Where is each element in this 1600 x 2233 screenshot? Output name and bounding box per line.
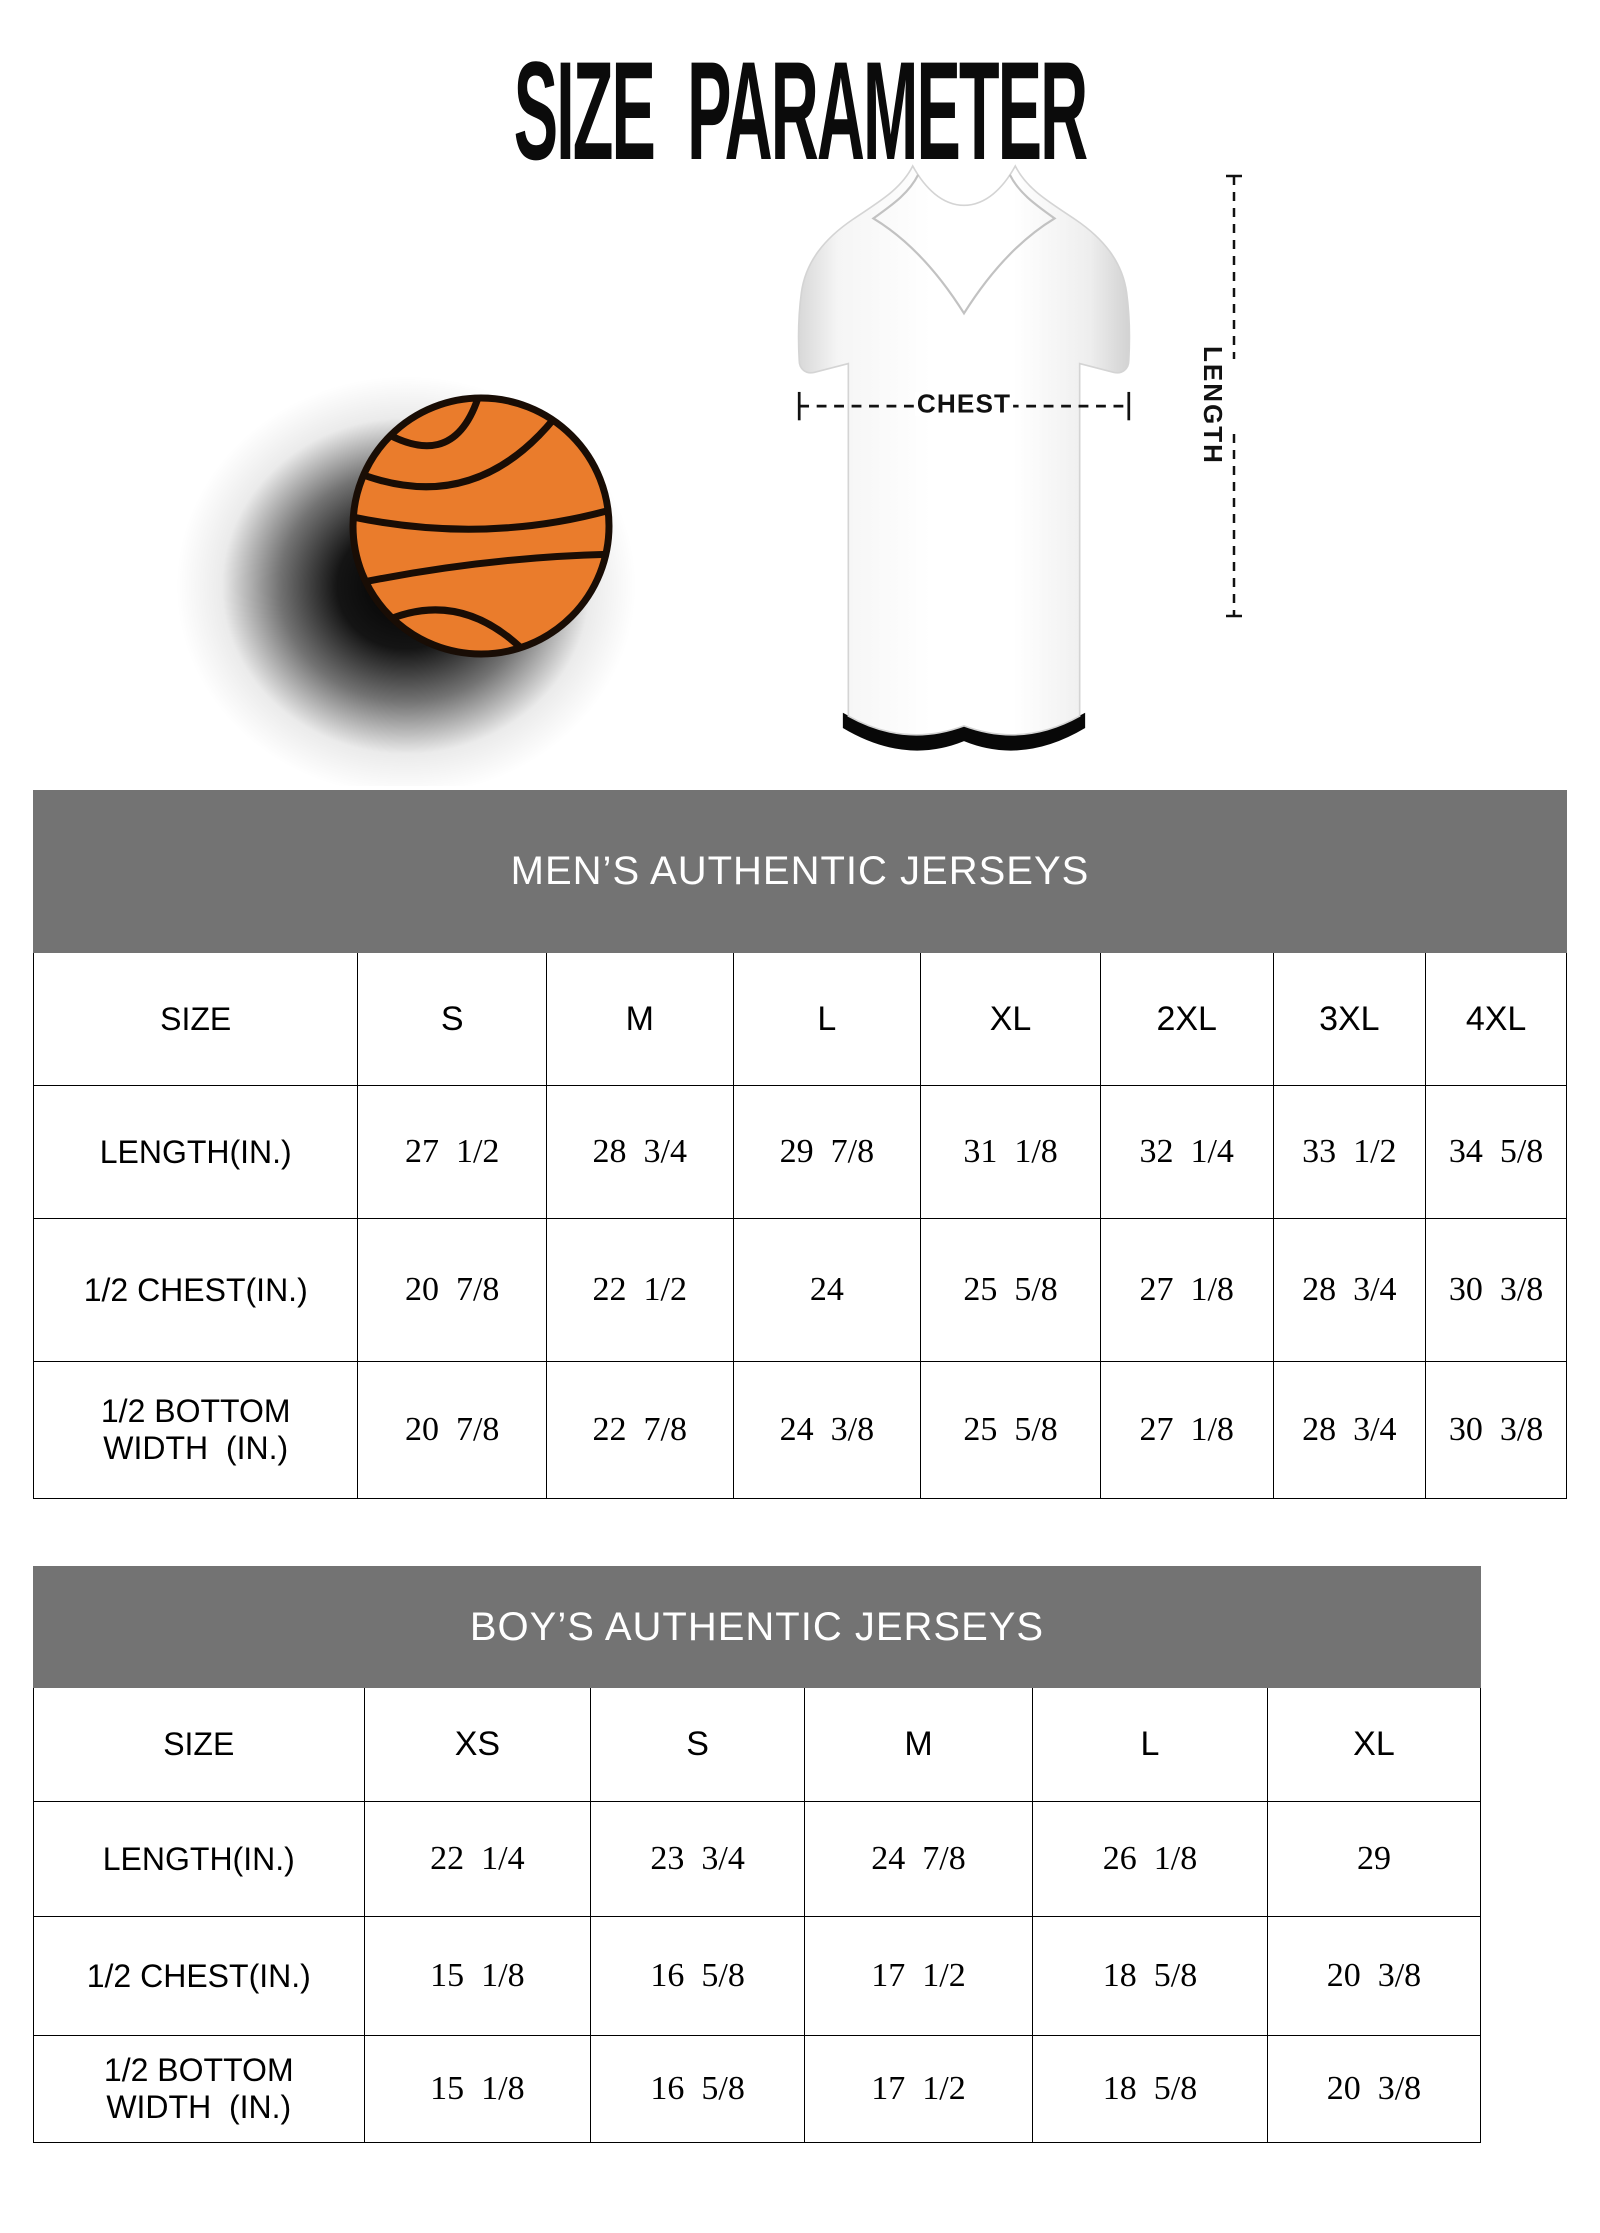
- svg-text:CHEST: CHEST: [917, 389, 1011, 419]
